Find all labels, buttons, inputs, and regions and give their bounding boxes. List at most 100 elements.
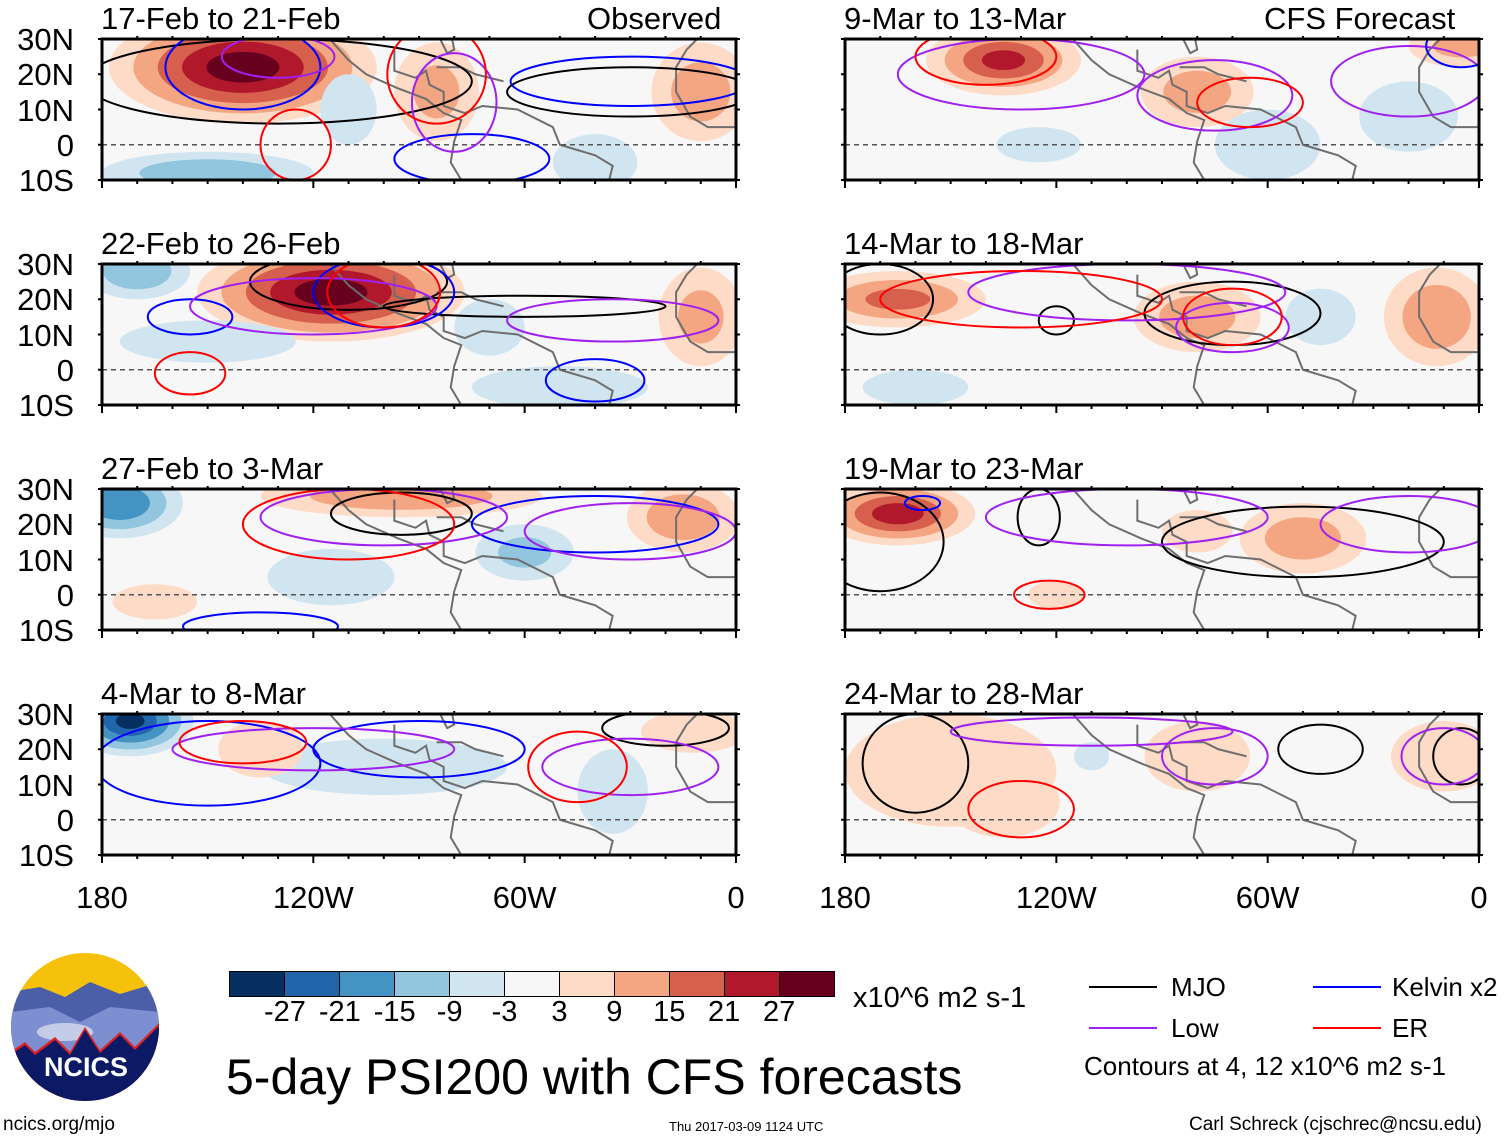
colorbar-tick-label: -9 bbox=[436, 996, 463, 1028]
lon-label: 0 bbox=[1470, 880, 1488, 915]
contour-er bbox=[527, 730, 628, 804]
contour-er bbox=[259, 108, 332, 180]
lat-label: 0 bbox=[56, 352, 74, 388]
lat-label: 30N bbox=[17, 22, 74, 57]
contour-er bbox=[1182, 287, 1283, 347]
map-panels bbox=[98, 36, 1483, 863]
contour-kelvin bbox=[393, 133, 551, 180]
colorbar-swatch bbox=[669, 972, 724, 996]
contour-low bbox=[1330, 45, 1479, 118]
anomaly-shading bbox=[1163, 70, 1232, 114]
contour-kelvin bbox=[1425, 39, 1479, 69]
colorbar-tick-label: -15 bbox=[373, 996, 416, 1028]
anomaly-shading bbox=[671, 62, 731, 122]
legend-er-line bbox=[1313, 1027, 1381, 1029]
coastline bbox=[675, 264, 736, 354]
anomaly-shading bbox=[267, 548, 395, 606]
lat-label: 0 bbox=[56, 577, 74, 613]
contour-mjo bbox=[845, 491, 945, 593]
contour-mjo bbox=[845, 264, 935, 336]
lon-label: 0 bbox=[727, 880, 745, 915]
colorbar-swatch bbox=[724, 972, 779, 996]
contour-mjo bbox=[861, 714, 970, 814]
contour-kelvin bbox=[102, 720, 322, 807]
coastline bbox=[1418, 489, 1479, 579]
coastline bbox=[1136, 49, 1357, 180]
logo-text: NCICS bbox=[44, 1052, 128, 1082]
anomaly-shading bbox=[1073, 742, 1110, 771]
contour-kelvin bbox=[544, 358, 646, 403]
colorbar-tick-label: 21 bbox=[708, 996, 741, 1028]
coastline bbox=[1162, 264, 1199, 280]
anomaly-shading bbox=[471, 366, 648, 405]
contour-low bbox=[171, 727, 456, 772]
anomaly-shading bbox=[862, 369, 969, 405]
coastline bbox=[328, 714, 463, 855]
contour-mjo bbox=[1277, 723, 1364, 775]
footer-url[interactable]: ncics.org/mjo bbox=[3, 1114, 115, 1135]
anomaly-shading bbox=[1264, 517, 1341, 560]
lat-label: 10N bbox=[17, 92, 74, 128]
contour-er bbox=[386, 39, 487, 125]
anomaly-shading bbox=[413, 65, 460, 119]
lat-label: 10N bbox=[17, 317, 74, 353]
lat-label: 30N bbox=[17, 697, 74, 732]
anomaly-shading bbox=[947, 766, 1060, 838]
contour-low bbox=[1136, 59, 1294, 132]
map-panel bbox=[98, 486, 740, 638]
anomaly-shading bbox=[103, 264, 172, 290]
anomaly-shading bbox=[115, 714, 145, 730]
colorbar-swatch bbox=[614, 972, 669, 996]
anomaly-shading bbox=[1402, 284, 1471, 349]
footer-credit: Carl Schreck (cjschrec@ncsu.edu) bbox=[1189, 1114, 1482, 1135]
coastline bbox=[1071, 264, 1206, 405]
map-panel bbox=[841, 486, 1483, 638]
contour-kelvin bbox=[903, 495, 942, 512]
anomaly-shading bbox=[454, 299, 525, 356]
anomaly-shading bbox=[310, 489, 493, 510]
coastline bbox=[1136, 499, 1357, 630]
coastline bbox=[1071, 489, 1206, 630]
coastline bbox=[1162, 714, 1199, 730]
lat-label: 20N bbox=[17, 507, 74, 543]
contour-er bbox=[967, 779, 1075, 839]
coastline bbox=[1179, 291, 1247, 308]
colorbar-swatch bbox=[779, 972, 834, 996]
lat-label: 30N bbox=[17, 247, 74, 282]
anomaly-shading bbox=[646, 494, 720, 541]
lat-label: 10S bbox=[18, 163, 74, 198]
anomaly-shading bbox=[1144, 721, 1251, 792]
lon-label: 120W bbox=[1015, 880, 1097, 915]
colorbar-tick-label: 9 bbox=[606, 996, 623, 1028]
contour-low bbox=[984, 489, 1269, 547]
coastline bbox=[1418, 714, 1479, 804]
legend-low-line bbox=[1089, 1027, 1157, 1029]
anomaly-shading bbox=[640, 714, 736, 753]
coastline bbox=[1418, 264, 1479, 354]
contour-mjo bbox=[1432, 727, 1479, 786]
anomaly-shading bbox=[1162, 510, 1233, 553]
coastline bbox=[393, 499, 614, 630]
colorbar-tick-label: -3 bbox=[491, 996, 518, 1028]
coastline bbox=[393, 724, 614, 855]
map-panel bbox=[841, 261, 1483, 413]
contour-low bbox=[541, 737, 720, 797]
anomaly-shading bbox=[678, 290, 724, 344]
coastline bbox=[328, 489, 463, 630]
lat-label: 10N bbox=[17, 767, 74, 803]
colorbar-tick-label: 3 bbox=[551, 996, 568, 1028]
contour-kelvin bbox=[470, 495, 720, 554]
contour-mjo bbox=[601, 714, 730, 747]
lat-label: 20N bbox=[17, 282, 74, 318]
colorbar bbox=[229, 971, 835, 997]
anomaly-shading bbox=[102, 489, 150, 520]
contour-low bbox=[220, 39, 336, 79]
contour-kelvin bbox=[164, 39, 322, 111]
contour-mjo bbox=[329, 491, 473, 536]
contour-mjo bbox=[506, 66, 736, 118]
coastline bbox=[436, 66, 504, 83]
contour-er bbox=[178, 720, 308, 765]
contour-er bbox=[1013, 579, 1086, 610]
contour-kelvin bbox=[182, 611, 339, 630]
coastline bbox=[1162, 489, 1199, 505]
